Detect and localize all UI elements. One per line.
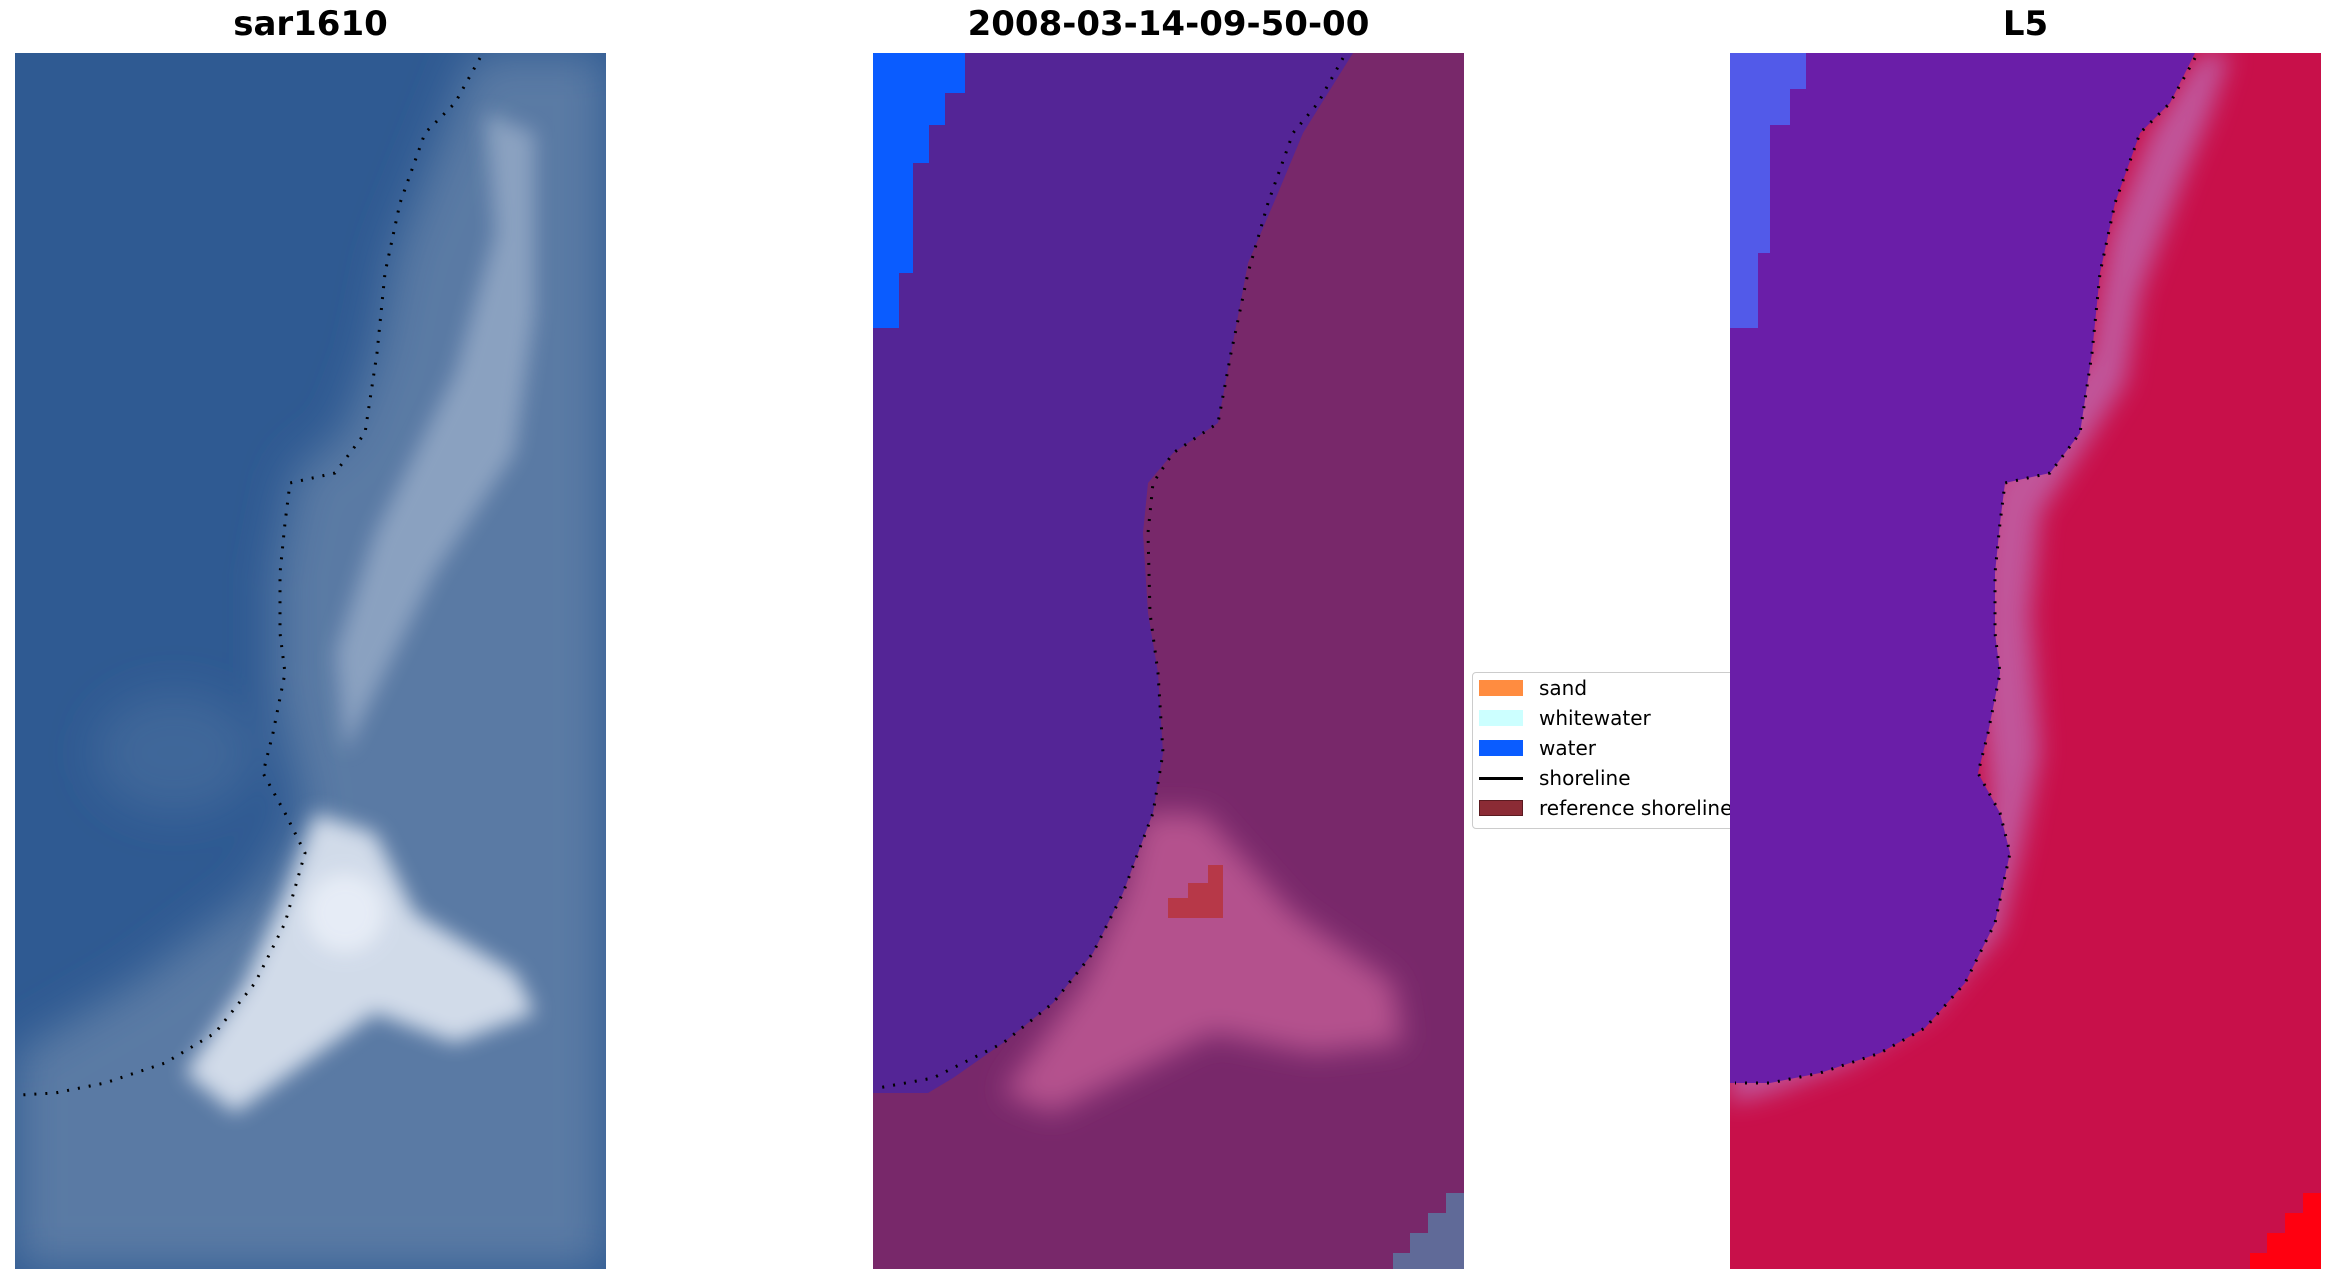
legend-item-water: water [1479, 735, 1596, 761]
legend-label-shoreline: shoreline [1539, 766, 1631, 790]
shoreline-line-swatch [1479, 776, 1523, 780]
lagoon-tint [95, 693, 255, 813]
corner-pixels [1393, 1193, 1464, 1269]
index-image-panel [1730, 53, 2321, 1269]
surf-zone [1003, 813, 1403, 1113]
legend-label-water: water [1539, 736, 1596, 760]
water-class-area [1730, 53, 1806, 328]
panel-title-1: sar1610 [233, 4, 388, 44]
legend: sand whitewater water shoreline referenc… [1472, 672, 1734, 829]
panel-title-3: L5 [2002, 4, 2049, 44]
bright-spit [335, 113, 535, 753]
edge-pixels [2250, 1193, 2321, 1269]
legend-label-sand: sand [1539, 676, 1588, 700]
shoreline [877, 57, 1345, 1090]
legend-label-reference-shoreline: reference shoreline [1539, 796, 1733, 820]
whitewater-swatch [1479, 710, 1523, 726]
classified-image [873, 53, 1464, 1269]
water-swatch [1479, 740, 1523, 756]
reference-shoreline-pixel [1168, 865, 1223, 918]
whitewater-core [305, 873, 385, 953]
panel-title-2: 2008-03-14-09-50-00 [967, 4, 1370, 44]
index-image [1730, 53, 2321, 1269]
whitewater-plume [185, 813, 535, 1113]
legend-item-sand: sand [1479, 675, 1587, 701]
rgb-image-panel [15, 53, 606, 1269]
legend-label-whitewater: whitewater [1539, 706, 1651, 730]
legend-item-shoreline: shoreline [1479, 765, 1631, 791]
reference-shoreline-swatch [1479, 800, 1523, 816]
rgb-image [15, 53, 606, 1269]
water-area [1730, 53, 2195, 1083]
water-class-area [873, 53, 965, 328]
legend-item-reference-shoreline: reference shoreline [1479, 795, 1732, 821]
sand-swatch [1479, 680, 1523, 696]
legend-item-whitewater: whitewater [1479, 705, 1651, 731]
classified-image-panel [873, 53, 1464, 1269]
water-area [873, 53, 1353, 1093]
